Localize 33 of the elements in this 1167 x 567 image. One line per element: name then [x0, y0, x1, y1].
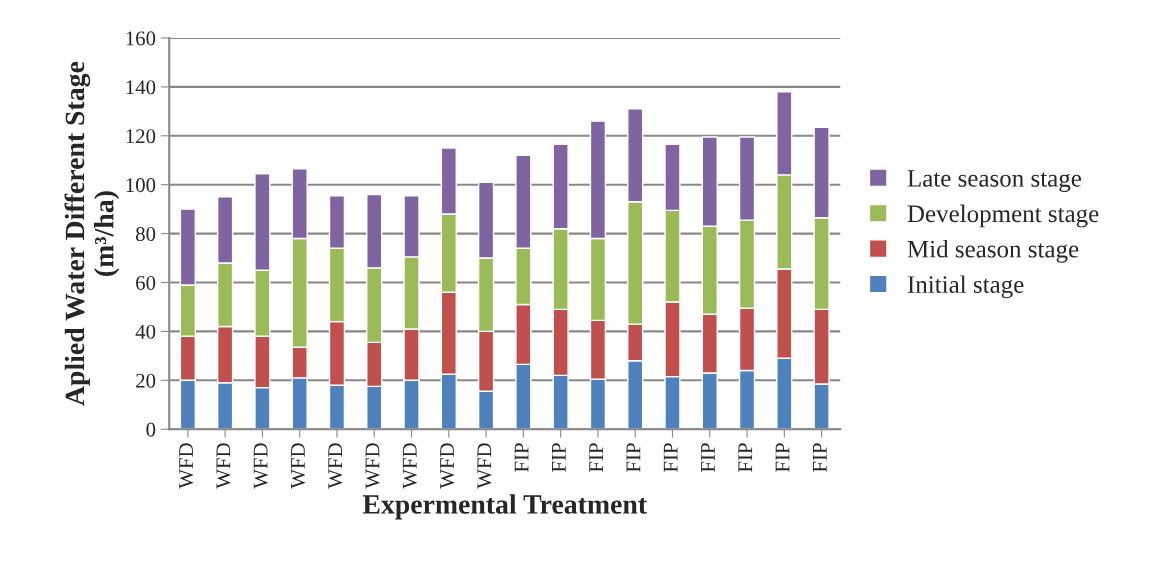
x-tick-label: FIP — [775, 443, 790, 472]
y-tick-label: 40 — [135, 324, 156, 339]
x-tick-label: WFD — [179, 443, 194, 489]
x-tick-label: FIP — [514, 443, 529, 472]
y-tick-label: 60 — [136, 275, 156, 290]
x-axis-title: Expermental Treatment — [362, 494, 647, 520]
x-tick-label: WFD — [291, 443, 306, 489]
x-tick-label: FIP — [663, 443, 678, 472]
legend-label: Development stage — [907, 204, 1099, 228]
y-axis-title: Aplied Water Different Stage (m³/ha) — [64, 61, 120, 406]
x-tick-label: WFD — [365, 443, 380, 489]
x-tick-label: FIP — [589, 443, 603, 472]
x-tick-label: FIP — [626, 443, 641, 472]
legend-label: Initial stage — [907, 275, 1024, 299]
x-tick-label: WFD — [440, 443, 455, 489]
legend-label: Late season stage — [907, 170, 1082, 192]
x-tick-label: WFD — [216, 443, 231, 489]
x-tick-label: FIP — [552, 443, 566, 472]
y-tick-label: 80 — [135, 226, 156, 242]
y-tick-label: 120 — [126, 129, 156, 144]
x-tick-label: FIP — [812, 443, 827, 472]
y-tick-label: 20 — [136, 373, 156, 388]
x-tick-label: WFD — [253, 443, 268, 489]
x-tick-label: WFD — [402, 443, 417, 489]
y-tick-label: 140 — [126, 80, 156, 95]
x-tick-label: FIP — [738, 443, 753, 472]
legend-label: Mid season stage — [907, 240, 1079, 263]
x-tick-label: WFD — [477, 443, 492, 489]
y-tick-label: 100 — [126, 178, 156, 193]
y-tick-label: 0 — [146, 422, 156, 437]
y-tick-label: 160 — [126, 31, 156, 46]
x-tick-label: FIP — [701, 443, 715, 472]
x-tick-label: WFD — [328, 443, 343, 489]
